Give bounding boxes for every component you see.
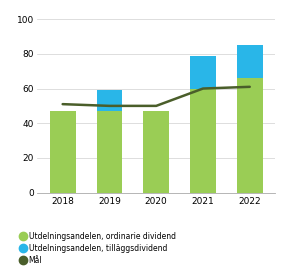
Bar bbox=[97, 90, 122, 111]
Bar bbox=[237, 45, 263, 78]
Bar bbox=[97, 111, 122, 192]
Legend: Utdelningsandelen, ordinarie dividend, Utdelningsandelen, tilläggsdividend, Mål: Utdelningsandelen, ordinarie dividend, U… bbox=[18, 229, 179, 268]
Bar bbox=[190, 89, 216, 192]
Bar bbox=[143, 111, 169, 192]
Bar bbox=[50, 111, 76, 192]
Bar bbox=[190, 56, 216, 89]
Bar bbox=[237, 78, 263, 192]
